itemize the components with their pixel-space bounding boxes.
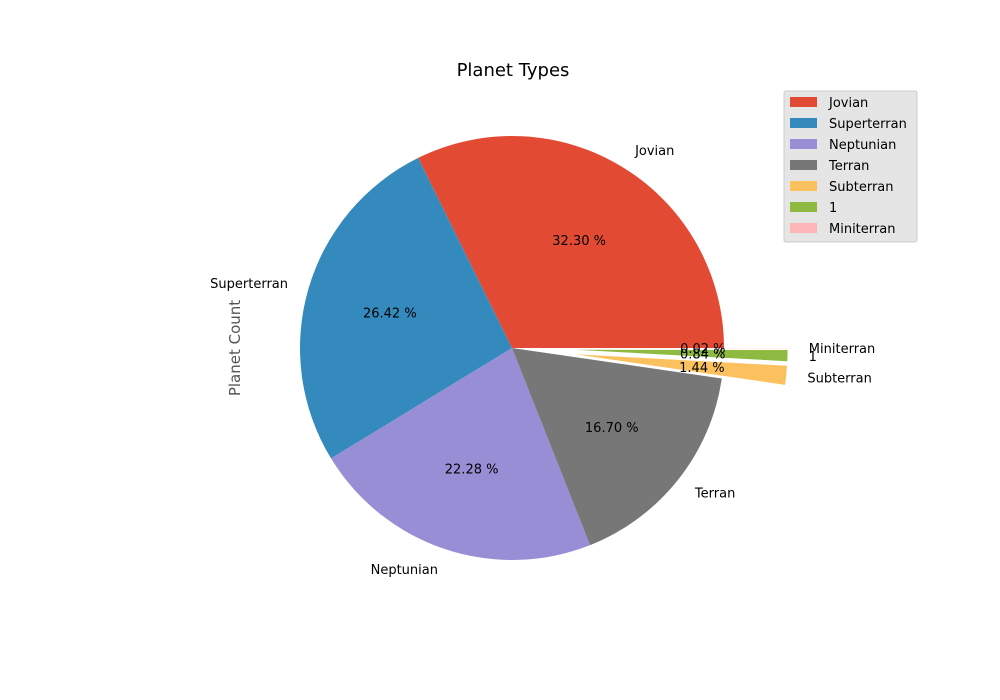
legend-label-neptunian: Neptunian bbox=[829, 138, 896, 153]
legend-swatch-neptunian bbox=[790, 139, 817, 149]
legend-label-subterran: Subterran bbox=[829, 180, 894, 195]
slice-percent-subterran: 1.44 % bbox=[679, 361, 724, 376]
legend-swatch-terran bbox=[790, 160, 817, 170]
legend-swatch-miniterran bbox=[790, 223, 817, 233]
slice-labels: Jovian 32.30 % Superterran 26.42 % Neptunian… bbox=[210, 144, 875, 578]
pie-slice-1 bbox=[575, 349, 788, 362]
slice-percent-neptunian: 22.28 % bbox=[445, 463, 499, 478]
slice-label-terran: Terran bbox=[694, 487, 735, 502]
legend-swatch-subterran bbox=[790, 181, 817, 191]
slice-label-subterran: Subterran bbox=[807, 371, 872, 386]
legend-swatch-1 bbox=[790, 202, 817, 212]
legend-label-1: 1 bbox=[829, 201, 837, 216]
pie-slice-jovian bbox=[418, 136, 724, 348]
legend-label-jovian: Jovian bbox=[828, 96, 868, 111]
pie-slice-terran bbox=[512, 348, 722, 546]
y-axis-label: Planet Count bbox=[226, 300, 244, 396]
slice-percent-terran: 16.70 % bbox=[585, 421, 639, 436]
slice-percent-miniterran: 0.02 % bbox=[680, 342, 725, 357]
chart-title: Planet Types bbox=[457, 60, 570, 81]
slice-label-1: 1 bbox=[809, 350, 817, 365]
pie-slice-neptunian bbox=[331, 348, 591, 560]
legend-label-superterran: Superterran bbox=[829, 117, 907, 132]
pie-slice-superterran bbox=[299, 157, 512, 459]
slice-label-miniterran: Miniterran bbox=[809, 342, 875, 357]
slice-percent-jovian: 32.30 % bbox=[552, 234, 606, 249]
legend-label-terran: Terran bbox=[828, 159, 869, 174]
legend-box bbox=[783, 90, 918, 243]
slice-label-neptunian: Neptunian bbox=[371, 563, 438, 578]
legend-label-miniterran: Miniterran bbox=[829, 222, 895, 237]
legend-swatch-jovian bbox=[790, 97, 817, 107]
pie-slices bbox=[299, 136, 788, 560]
legend: Jovian Superterran Neptunian Terran Subterra… bbox=[783, 90, 918, 243]
slice-percent-1: 0.84 % bbox=[680, 347, 725, 362]
slice-percent-superterran: 26.42 % bbox=[363, 307, 417, 322]
legend-swatch-superterran bbox=[790, 118, 817, 128]
slice-label-superterran: Superterran bbox=[210, 277, 288, 292]
pie-slice-subterran bbox=[575, 354, 787, 385]
slice-label-jovian: Jovian bbox=[634, 144, 674, 159]
